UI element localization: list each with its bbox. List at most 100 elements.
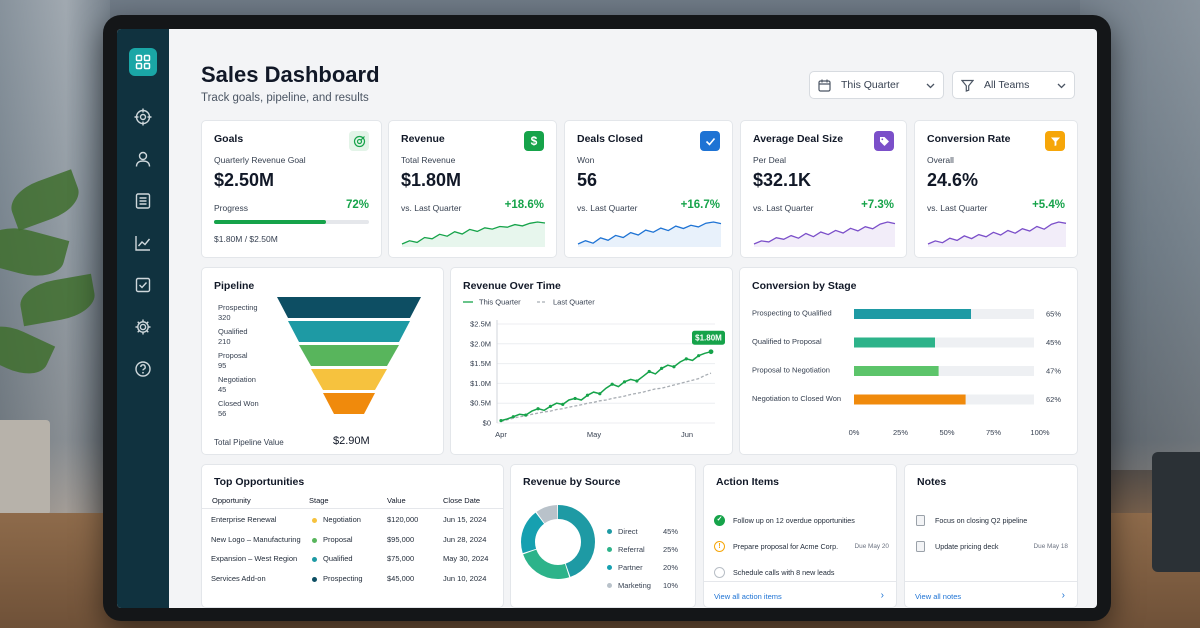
view-all-notes-link[interactable]: View all notes (915, 592, 962, 601)
target-check-icon (349, 131, 369, 151)
check-square-icon[interactable] (129, 271, 157, 299)
dashboard-grid-icon[interactable] (129, 48, 157, 76)
avg-deal-title: Average Deal Size (753, 133, 844, 145)
pipeline-stage-count: 56 (218, 409, 227, 418)
target-icon[interactable] (129, 103, 157, 131)
opportunity-name: Services Add-on (211, 573, 266, 583)
value-callout-label: $1.80M (695, 334, 722, 343)
conversion-bar-chart: Prospecting to Qualified 65% Qualified to … (752, 309, 1061, 438)
pipeline-stage-name: Closed Won (218, 399, 259, 408)
action-item-text: Prepare proposal for Acme Corp. (733, 542, 839, 551)
pipeline-stage-count: 320 (218, 313, 231, 322)
action-item-text: Schedule calls with 8 new leads (733, 568, 835, 577)
legend-percent: 45% (663, 527, 679, 536)
chevron-down-icon (926, 83, 935, 88)
background-plant (0, 169, 120, 420)
note-text: Focus on closing Q2 pipeline (935, 516, 1028, 525)
deals-card[interactable]: Deals Closed Won 56 vs. Last Quarter +16… (564, 120, 733, 258)
opportunity-value: $75,000 (387, 554, 415, 563)
opportunity-stage: Qualified (323, 554, 353, 563)
table-row[interactable]: Expansion – West Region Qualified $75,000 M… (202, 550, 503, 569)
help-icon[interactable] (129, 355, 157, 383)
sidebar (117, 29, 169, 608)
team-select[interactable]: All Teams (952, 71, 1075, 99)
col-header-value: Value (387, 496, 406, 505)
legend-label: Last Quarter (553, 298, 595, 307)
document-icon (916, 515, 925, 526)
opportunity-name: Enterprise Renewal (211, 515, 277, 524)
dollar-icon: $ (524, 131, 544, 151)
chevron-right-icon[interactable]: › (1061, 590, 1065, 601)
table-row[interactable]: Services Add-on Prospecting $45,000 Jun 10,… (202, 570, 503, 589)
pipeline-card: Pipeline Prospecting 320 Qualified 210 Propo… (201, 267, 444, 455)
data-point (585, 393, 590, 397)
calendar-icon (818, 79, 831, 92)
donut-slice-direct (521, 505, 595, 579)
avg-deal-value: $32.1K (753, 170, 812, 190)
bar-prospecting-to-qualified (854, 309, 971, 319)
dashboard-screen: Sales Dashboard Track goals, pipeline, a… (117, 29, 1097, 608)
note-item[interactable]: Focus on closing Q2 pipeline (905, 512, 1077, 532)
pipeline-total-label: Total Pipeline Value (214, 438, 284, 447)
chevron-right-icon[interactable]: › (880, 590, 884, 601)
y-tick-label: $1.5M (470, 359, 491, 368)
avg-deal-card[interactable]: Average Deal Size Per Deal $32.1K vs. La… (740, 120, 907, 258)
legend-dot (607, 547, 612, 552)
pipeline-title: Pipeline (214, 280, 255, 292)
legend-percent: 20% (663, 563, 679, 572)
filter-icon (961, 79, 974, 92)
action-items-title: Action Items (716, 476, 780, 488)
bar-negotiation-to-closed-won (854, 394, 966, 405)
action-item[interactable]: ! Prepare proposal for Acme Corp. Due May … (704, 538, 896, 558)
user-icon[interactable] (129, 145, 157, 173)
card-divider (704, 581, 896, 582)
conversion-stage-title: Conversion by Stage (752, 280, 857, 292)
col-header-stage: Stage (309, 496, 329, 505)
action-item[interactable]: Schedule calls with 8 new leads (704, 564, 896, 584)
goals-card[interactable]: Goals Quarterly Revenue Goal $2.50M Prog… (201, 120, 382, 258)
donut-slice-referral (521, 505, 595, 579)
sparkline-area (928, 222, 1066, 247)
bar-value-label: 62% (1046, 395, 1061, 404)
pipeline-stage-count: 45 (218, 385, 227, 394)
legend-label: Marketing (618, 581, 651, 590)
data-point (697, 354, 701, 358)
funnel-segment-proposal (299, 345, 399, 366)
data-point (511, 415, 515, 419)
stage-label: Proposal to Negotiation (752, 366, 830, 375)
document-icon (916, 541, 925, 552)
stage-label: Prospecting to Qualified (752, 309, 832, 318)
revenue-value: $1.80M (401, 170, 462, 190)
list-icon[interactable] (129, 187, 157, 215)
data-point (598, 392, 602, 396)
trend-chart-icon[interactable] (129, 229, 157, 257)
funnel-segment-negotiation (311, 369, 387, 390)
warning-circle-icon[interactable]: ! (714, 541, 725, 552)
action-item[interactable]: ✓ Follow up on 12 overdue opportunities (704, 512, 896, 532)
revenue-change: +18.6% (504, 199, 544, 211)
page-subtitle: Track goals, pipeline, and results (201, 92, 369, 104)
conversion-card[interactable]: Conversion Rate Overall 24.6% vs. Last Q… (914, 120, 1078, 258)
empty-circle-icon[interactable] (714, 567, 725, 578)
legend-label: Partner (618, 563, 643, 572)
sparkline-area (754, 222, 895, 247)
view-all-action-items-link[interactable]: View all action items (714, 592, 782, 601)
deals-value: 56 (577, 170, 598, 190)
data-point (548, 404, 553, 408)
revenue-card[interactable]: Revenue $ Total Revenue $1.80M vs. Last … (388, 120, 557, 258)
conversion-change: +5.4% (1032, 199, 1065, 211)
data-point (672, 365, 676, 369)
table-row[interactable]: New Logo – Manufacturing Proposal $95,000 J… (202, 531, 503, 550)
check-circle-icon[interactable]: ✓ (714, 515, 725, 526)
bar-value-label: 45% (1046, 338, 1061, 347)
progress-fill (214, 220, 326, 224)
note-item[interactable]: Update pricing deck Due May 18 (905, 538, 1077, 558)
period-select[interactable]: This Quarter (809, 71, 944, 99)
data-point (659, 366, 664, 370)
gear-icon[interactable] (129, 313, 157, 341)
sparkline-line (927, 221, 1067, 245)
note-text: Update pricing deck (935, 542, 999, 551)
col-header-opportunity: Opportunity (212, 496, 251, 505)
table-row[interactable]: Enterprise Renewal Negotiation $120,000 Jun… (202, 511, 503, 530)
deals-sparkline (577, 221, 722, 247)
